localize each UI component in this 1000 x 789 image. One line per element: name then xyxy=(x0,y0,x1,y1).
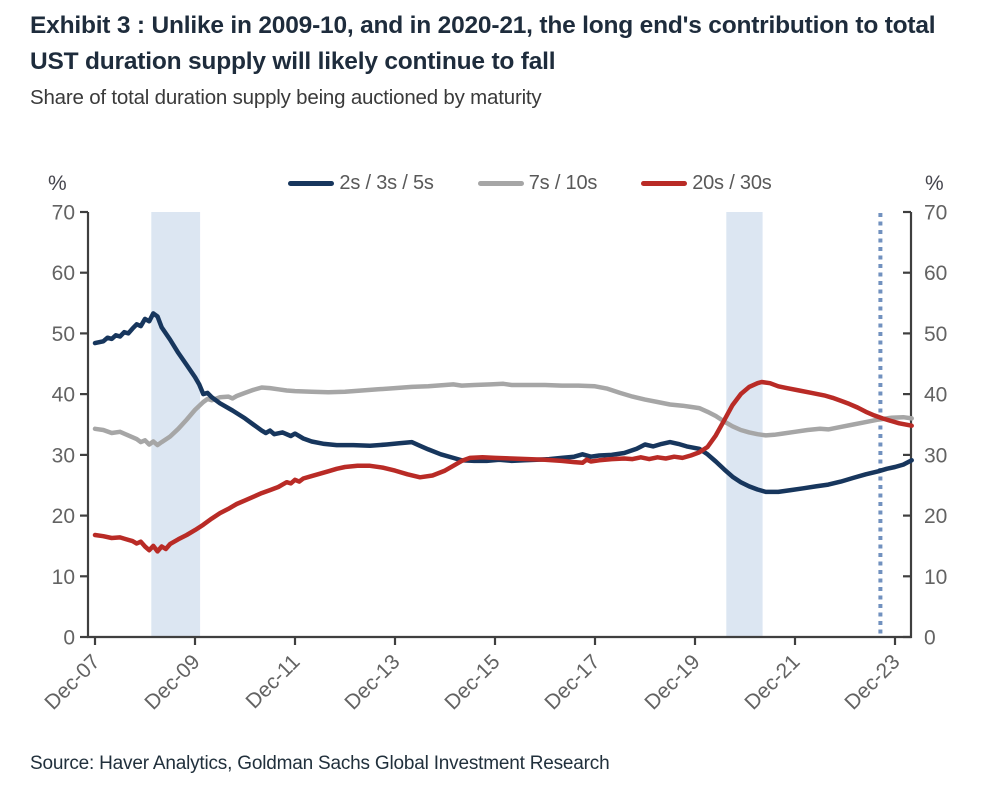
legend-line-swatch-red xyxy=(641,181,688,186)
y-axis-tick-label-right: 10 xyxy=(924,566,947,589)
y-axis-tick-label-left: 50 xyxy=(52,323,75,346)
series-line-2s-3s-5s xyxy=(92,311,914,495)
highlight-band-2009-10 xyxy=(151,212,201,637)
x-axis-tick-label: Dec-21 xyxy=(740,650,804,714)
series-line-7s-10s xyxy=(92,381,914,448)
chart-legend: 2s / 3s / 5s 7s / 10s 20s / 30s xyxy=(60,172,1000,195)
x-axis-tick-label: Dec-07 xyxy=(40,650,104,714)
x-axis-tick-label: Dec-19 xyxy=(640,650,704,714)
y-axis-tick-label-left: 20 xyxy=(52,505,75,528)
x-axis-tick-label: Dec-15 xyxy=(440,650,504,714)
legend-item-2s-3s-5s: 2s / 3s / 5s xyxy=(288,172,434,195)
y-axis-tick-label-right: 60 xyxy=(924,262,947,285)
x-axis-tick-label: Dec-13 xyxy=(340,650,404,714)
legend-item-7s-10s: 7s / 10s xyxy=(477,172,598,195)
y-axis-tick-label-right: 50 xyxy=(924,323,947,346)
y-axis-tick-label-left: 0 xyxy=(63,627,75,650)
source-attribution: Source: Haver Analytics, Goldman Sachs G… xyxy=(30,753,610,774)
y-axis-tick-label-left: 70 xyxy=(52,202,75,225)
exhibit-title: Exhibit 3 : Unlike in 2009-10, and in 20… xyxy=(30,12,936,75)
legend-item-20s-30s: 20s / 30s xyxy=(641,172,772,195)
legend-line-swatch-navy xyxy=(288,181,335,186)
legend-label: 20s / 30s xyxy=(692,172,772,194)
y-axis-tick-label-left: 10 xyxy=(52,566,75,589)
x-axis-tick-label: Dec-17 xyxy=(540,650,604,714)
legend-label: 7s / 10s xyxy=(528,172,598,194)
y-axis-tick-label-right: 70 xyxy=(924,202,947,225)
chart-subtitle: Share of total duration supply being auc… xyxy=(30,86,542,109)
x-axis-tick-label: Dec-09 xyxy=(140,650,204,714)
y-axis-tick-label-left: 40 xyxy=(52,384,75,407)
y-axis-unit-left: % xyxy=(48,172,67,195)
legend-label: 2s / 3s / 5s xyxy=(339,172,434,194)
y-axis-tick-label-right: 40 xyxy=(924,384,947,407)
y-axis-tick-label-left: 60 xyxy=(52,262,75,285)
y-axis-tick-label-left: 30 xyxy=(52,444,75,467)
series-line-20s-30s xyxy=(92,379,914,554)
x-axis-tick-label: Dec-11 xyxy=(242,650,305,713)
y-axis-tick-label-right: 0 xyxy=(924,627,936,650)
y-axis-unit-right: % xyxy=(925,172,944,195)
y-axis-tick-label-right: 30 xyxy=(924,444,947,467)
axis-frame xyxy=(86,212,913,639)
x-axis-tick-label: Dec-23 xyxy=(840,650,904,714)
legend-line-swatch-gray xyxy=(477,181,524,186)
y-axis-tick-label-right: 20 xyxy=(924,505,947,528)
